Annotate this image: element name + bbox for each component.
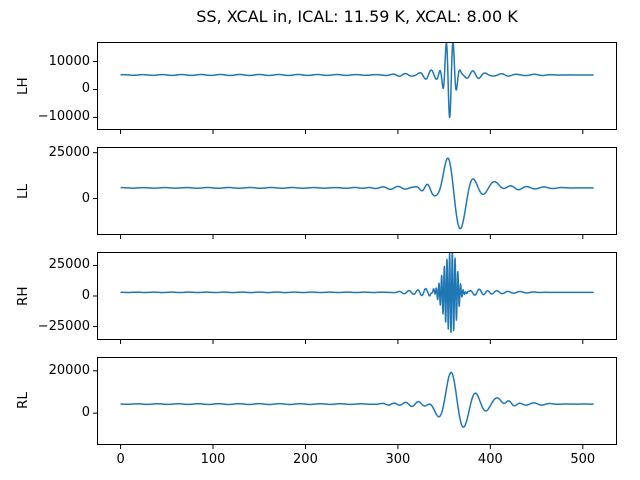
x-tick-label: 100 <box>200 452 226 467</box>
waveform-line <box>120 42 595 119</box>
plot-area-lh <box>93 42 617 134</box>
x-tick-label: 0 <box>116 452 125 467</box>
subplot-ll: LL 0 25000 <box>15 145 617 239</box>
waveform-line <box>120 157 595 230</box>
y-tick-label: 25000 <box>48 257 90 273</box>
y-tick-label: 0 <box>81 288 90 303</box>
plot-area-rl <box>93 357 617 449</box>
x-tick-label: 300 <box>385 452 411 467</box>
axes-frame <box>97 357 617 445</box>
y-tick-label: 25000 <box>48 144 90 160</box>
axes-frame <box>97 252 617 340</box>
subplot-lh: LH −10000 0 10000 <box>15 42 617 134</box>
waveform-line <box>120 252 595 333</box>
y-tick-label: 0 <box>81 405 90 421</box>
y-tick-label: 0 <box>81 81 90 97</box>
y-tick-label: −10000 <box>37 109 90 125</box>
y-tick-label: 0 <box>81 190 90 206</box>
chart-title: SS, XCAL in, ICAL: 11.59 K, XCAL: 8.00 K <box>196 7 518 26</box>
subplot-rh: RH −25000 0 25000 <box>15 252 617 344</box>
plot-area-rh <box>93 252 617 344</box>
y-tick-label: 10000 <box>48 53 90 69</box>
x-tick-label: 200 <box>293 452 318 467</box>
y-tick-label: 20000 <box>48 362 90 378</box>
axes-frame <box>97 147 617 235</box>
y-tick-label: −25000 <box>37 318 90 334</box>
waveform-line <box>120 371 595 428</box>
plot-area-ll <box>93 147 617 239</box>
subplot-rl: RL 0 20000 0 100 200 300 400 500 <box>15 357 617 467</box>
axes-frame <box>97 42 617 130</box>
x-tick-label: 500 <box>570 452 596 467</box>
x-tick-label: 400 <box>477 452 503 467</box>
